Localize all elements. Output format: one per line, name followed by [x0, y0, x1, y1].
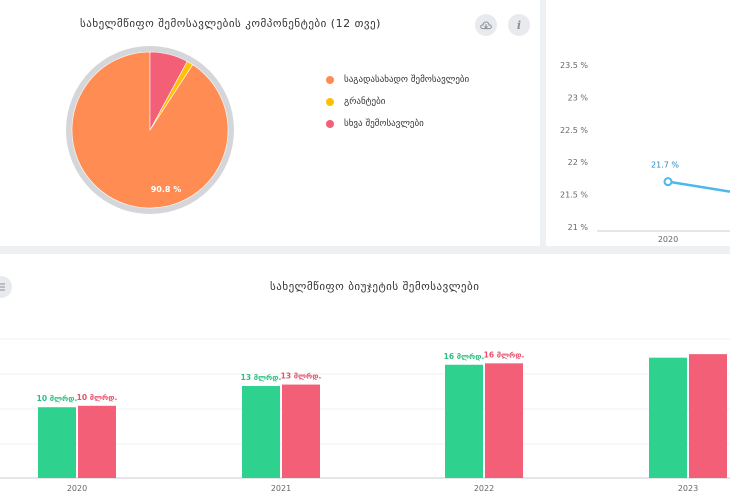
line-point[interactable]: [663, 177, 673, 187]
y-tick-label: 21.5 %: [560, 191, 588, 200]
line-series: [667, 180, 730, 193]
bar[interactable]: [689, 354, 727, 478]
y-tick-label: 22.5 %: [560, 126, 588, 135]
y-tick-label: 23.5 %: [560, 61, 588, 70]
legend-item-tax[interactable]: საგადასახადო შემოსავლები: [326, 75, 469, 85]
legend-label: სხვა შემოსავლები: [344, 119, 424, 129]
pie-chart-title: სახელმწიფო შემოსავლების კომპონენტები (12…: [80, 17, 381, 30]
menu-icon[interactable]: [0, 276, 12, 298]
bar[interactable]: [242, 385, 280, 478]
x-tick-label: 2020: [658, 235, 678, 244]
bar[interactable]: [485, 363, 523, 478]
y-tick-label: 22 %: [568, 158, 589, 167]
budget-revenue-card: სახელმწიფო ბიუჯეტის შემოსავლები 10 მლრდ.…: [0, 254, 730, 500]
download-icon[interactable]: [475, 14, 497, 36]
legend-label: გრანტები: [344, 97, 386, 107]
bar-data-label: 10 მლრდ.: [37, 394, 78, 403]
bar[interactable]: [649, 357, 687, 478]
legend-item-grants[interactable]: გრანტები: [326, 97, 385, 107]
x-tick-label: 2023: [678, 484, 698, 493]
bar-data-label: 16 მლრდ.: [484, 350, 525, 359]
x-tick-label: 2022: [474, 484, 494, 493]
bar[interactable]: [38, 407, 76, 478]
legend-item-other[interactable]: სხვა შემოსავლები: [326, 119, 424, 129]
legend-dot-orange: [326, 76, 334, 84]
revenue-components-card: სახელმწიფო შემოსავლების კომპონენტები (12…: [0, 0, 540, 246]
line-chart: 23.5 % 23 % 22.5 % 22 % 21.5 % 21 % 2020 21.7 %: [560, 61, 730, 244]
legend-label: საგადასახადო შემოსავლები: [344, 75, 470, 85]
bar-data-label: 13 მლრდ.: [241, 373, 282, 382]
pie-data-label: 90.8 %: [151, 185, 182, 194]
bar-data-label: 16 მლრდ.: [444, 352, 485, 361]
pie-chart: 90.8 %: [66, 46, 234, 214]
y-tick-label: 21 %: [568, 223, 589, 232]
bar-chart-title: სახელმწიფო ბიუჯეტის შემოსავლები: [270, 280, 480, 293]
bar[interactable]: [78, 405, 116, 478]
x-tick-label: 2021: [271, 484, 291, 493]
bar-data-label: 13 მლრდ.: [281, 372, 322, 381]
x-tick-label: 2020: [67, 484, 87, 493]
legend-dot-yellow: [326, 98, 334, 106]
info-icon[interactable]: i: [508, 14, 530, 36]
line-chart-card: 23.5 % 23 % 22.5 % 22 % 21.5 % 21 % 2020 21.7 %: [546, 0, 730, 246]
legend-dot-red: [326, 120, 334, 128]
bar[interactable]: [445, 364, 483, 478]
y-tick-label: 23 %: [568, 93, 589, 102]
bar-data-label: 10 მლრდ.: [77, 393, 118, 402]
line-data-label: 21.7 %: [651, 161, 679, 170]
bar[interactable]: [282, 384, 320, 478]
pie-slice[interactable]: [149, 51, 188, 131]
bar-chart: 10 მლრდ. 10 მლრდ. 2020 13 მლრდ. 13 მლრდ. 2021…: [0, 338, 730, 493]
